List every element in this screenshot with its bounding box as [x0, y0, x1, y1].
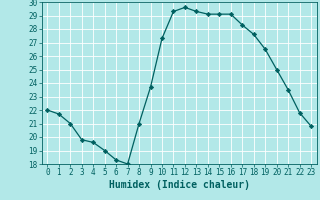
X-axis label: Humidex (Indice chaleur): Humidex (Indice chaleur) — [109, 180, 250, 190]
